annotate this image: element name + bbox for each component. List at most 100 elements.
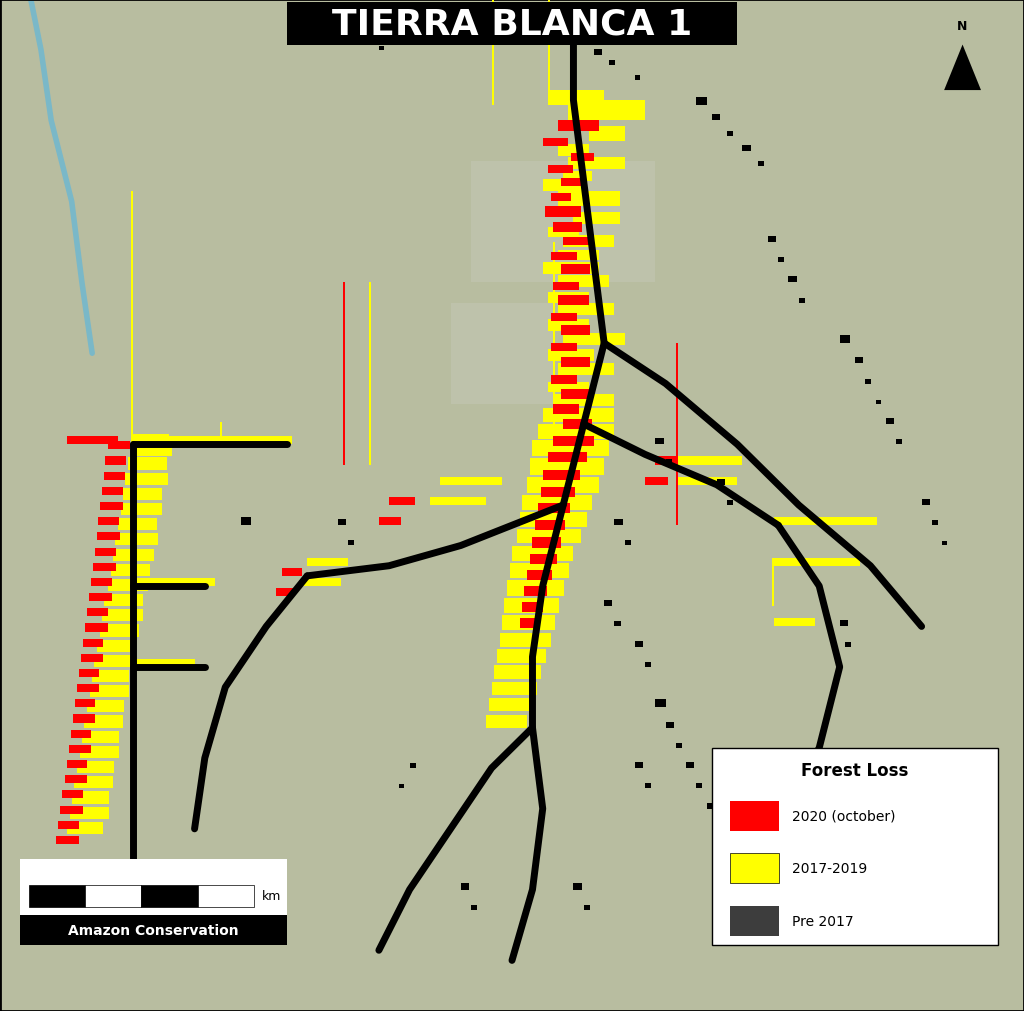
Bar xyxy=(524,586,547,596)
Bar xyxy=(100,625,139,637)
Bar xyxy=(666,460,672,465)
Bar xyxy=(840,336,850,344)
Bar xyxy=(451,303,553,404)
Bar xyxy=(558,364,614,376)
Bar xyxy=(133,435,169,445)
Bar xyxy=(287,3,737,45)
Bar xyxy=(87,609,108,617)
Bar xyxy=(358,35,365,40)
Bar xyxy=(56,836,79,844)
Bar xyxy=(133,437,292,445)
Bar xyxy=(561,179,584,187)
Bar xyxy=(198,885,254,907)
Bar xyxy=(541,487,575,497)
Bar xyxy=(696,784,702,789)
Bar xyxy=(102,610,143,622)
Bar xyxy=(77,684,99,693)
Bar xyxy=(282,568,302,576)
Bar xyxy=(778,258,784,263)
Bar xyxy=(369,283,371,465)
Bar xyxy=(614,520,623,526)
Bar xyxy=(512,547,573,561)
Bar xyxy=(133,578,215,586)
Bar xyxy=(504,599,559,614)
Bar xyxy=(60,806,83,814)
Bar xyxy=(553,394,614,406)
Bar xyxy=(85,885,141,907)
Bar xyxy=(85,624,108,632)
Bar xyxy=(561,358,590,368)
Bar xyxy=(115,534,158,546)
Bar xyxy=(922,499,930,506)
Bar xyxy=(896,440,902,445)
Bar xyxy=(553,243,555,445)
Bar xyxy=(532,441,609,457)
Bar xyxy=(276,588,295,596)
Bar xyxy=(730,801,779,831)
Text: 1: 1 xyxy=(137,915,145,928)
Bar xyxy=(302,578,341,586)
Bar xyxy=(111,564,150,576)
Bar xyxy=(74,776,113,789)
Bar xyxy=(573,212,620,224)
Bar xyxy=(70,807,109,819)
Bar xyxy=(502,616,555,631)
Bar xyxy=(92,670,129,682)
Text: 2017-2019: 2017-2019 xyxy=(792,861,866,876)
Bar xyxy=(510,563,569,578)
Bar xyxy=(548,453,587,463)
Bar xyxy=(707,803,715,809)
Bar xyxy=(77,761,114,773)
Bar xyxy=(666,722,674,728)
Bar xyxy=(440,477,502,485)
Bar xyxy=(561,389,592,399)
Bar xyxy=(527,570,552,580)
Bar xyxy=(573,884,582,890)
Bar xyxy=(500,633,551,647)
Bar xyxy=(558,192,620,207)
Bar xyxy=(125,473,168,485)
Bar xyxy=(758,162,764,167)
Bar xyxy=(430,497,486,506)
Bar xyxy=(538,503,570,514)
Bar xyxy=(768,237,776,243)
Bar xyxy=(571,154,594,162)
Bar xyxy=(471,905,477,910)
Bar xyxy=(520,619,539,629)
Bar xyxy=(121,503,162,516)
Text: Pre 2017: Pre 2017 xyxy=(792,914,853,928)
Bar xyxy=(389,497,415,506)
Bar xyxy=(71,730,91,738)
Bar xyxy=(625,541,631,546)
Bar xyxy=(840,621,848,627)
Bar xyxy=(343,283,345,465)
Bar xyxy=(551,376,577,384)
Bar xyxy=(548,350,594,362)
Bar xyxy=(58,821,79,829)
Bar xyxy=(89,593,112,602)
Bar xyxy=(876,400,881,404)
Bar xyxy=(410,763,416,768)
Text: Forest Loss: Forest Loss xyxy=(802,761,908,779)
Text: 2020 (october): 2020 (october) xyxy=(792,809,895,823)
Bar xyxy=(727,500,733,506)
Bar xyxy=(778,803,786,809)
Bar xyxy=(532,538,561,548)
Bar xyxy=(113,549,154,561)
Bar xyxy=(799,298,805,303)
Bar xyxy=(461,884,469,890)
Bar xyxy=(94,655,133,667)
Bar xyxy=(548,227,579,238)
Bar xyxy=(399,785,404,789)
Bar xyxy=(548,166,573,174)
Bar xyxy=(551,344,577,352)
Bar xyxy=(551,194,571,202)
Bar xyxy=(551,253,577,261)
Bar xyxy=(594,50,602,56)
Bar xyxy=(108,579,148,591)
Bar xyxy=(123,488,162,500)
Bar xyxy=(655,457,676,465)
Bar xyxy=(73,715,95,723)
Bar xyxy=(558,295,589,305)
Bar xyxy=(62,791,83,799)
